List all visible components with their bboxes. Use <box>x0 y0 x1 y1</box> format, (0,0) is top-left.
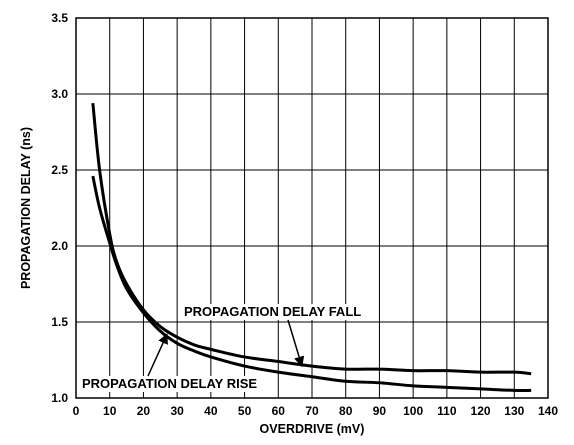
x-tick-label: 60 <box>272 404 286 418</box>
series-line-rise <box>91 175 532 393</box>
x-tick-label: 20 <box>137 404 151 418</box>
x-axis-label: OVERDRIVE (mV) <box>260 422 365 436</box>
x-tick-label: 40 <box>204 404 218 418</box>
y-tick-label: 2.5 <box>51 163 68 177</box>
y-tick-label: 3.5 <box>51 11 68 25</box>
annotation-fall: PROPAGATION DELAY FALL <box>184 304 361 319</box>
series-lines <box>91 102 532 393</box>
x-tick-label: 100 <box>403 404 423 418</box>
y-tick-label: 1.0 <box>51 391 68 405</box>
x-tick-label: 110 <box>437 404 457 418</box>
x-tick-label: 50 <box>238 404 252 418</box>
annotation-arrow-rise <box>147 333 168 377</box>
annotation-bg <box>181 304 368 320</box>
x-tick-label: 120 <box>471 404 491 418</box>
annotations: PROPAGATION DELAY FALL PROPAGATION DELAY … <box>79 304 368 392</box>
x-tick-label: 90 <box>373 404 387 418</box>
plot-frame <box>75 17 549 399</box>
x-tick-label: 130 <box>504 404 524 418</box>
annotation-arrow-fall <box>287 319 305 368</box>
grid <box>75 17 549 399</box>
y-tick-labels: 1.0 1.5 2.0 2.5 3.0 3.5 <box>51 11 68 405</box>
x-tick-label: 70 <box>305 404 319 418</box>
x-tick-label: 30 <box>170 404 184 418</box>
x-tick-label: 140 <box>538 404 558 418</box>
x-tick-labels: 0 10 20 30 40 50 60 70 80 90 100 110 120 130 140 <box>73 404 559 418</box>
y-axis-label: PROPAGATION DELAY (ns) <box>19 127 33 289</box>
y-tick-label: 3.0 <box>51 87 68 101</box>
x-tick-label: 10 <box>103 404 117 418</box>
annotation-bg <box>79 376 266 392</box>
x-tick-label: 80 <box>339 404 353 418</box>
y-tick-label: 2.0 <box>51 239 68 253</box>
y-tick-label: 1.5 <box>51 315 68 329</box>
x-tick-label: 0 <box>73 404 80 418</box>
annotation-rise: PROPAGATION DELAY RISE <box>82 376 257 391</box>
